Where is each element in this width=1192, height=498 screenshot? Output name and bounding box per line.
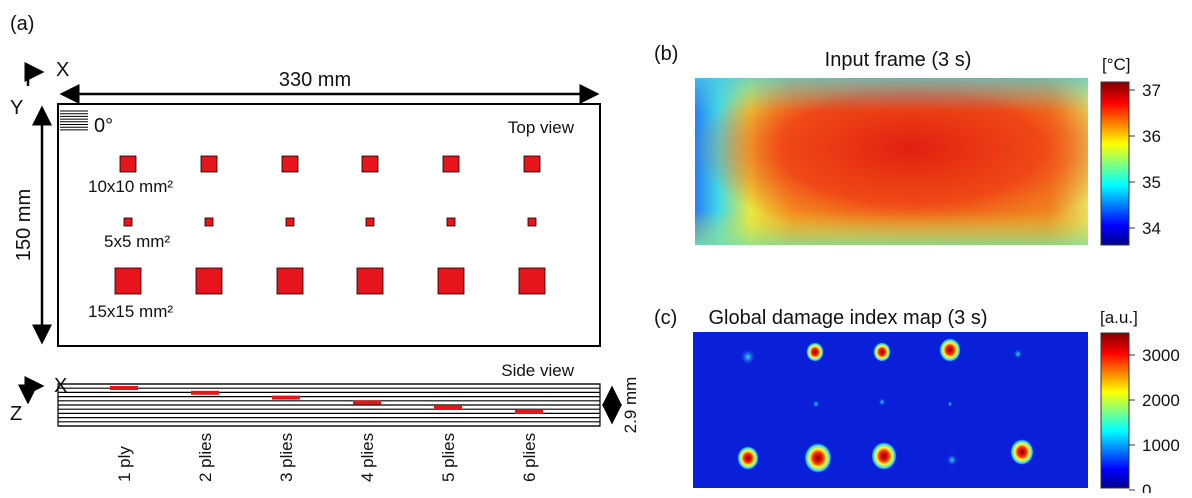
defect: [528, 218, 536, 226]
defects: [115, 156, 545, 294]
depth-label: 6 plies: [520, 433, 539, 482]
colorbar: [1101, 82, 1129, 245]
colorbar: [1101, 333, 1129, 488]
defect-side: [434, 405, 462, 409]
colorbar-tick-label: 37: [1142, 81, 1161, 100]
map-title: Input frame (3 s): [825, 49, 972, 71]
colorbar-unit: [°C]: [1102, 55, 1131, 74]
colorbar-unit: [a.u.]: [1100, 308, 1138, 327]
depth-label: 3 plies: [277, 433, 296, 482]
view-label: Top view: [508, 118, 575, 137]
fiber-hatch: [60, 111, 88, 130]
defect: [357, 268, 383, 294]
view-label: Side view: [501, 361, 574, 380]
damage-spot: [939, 338, 961, 362]
defect-size: 15x15 mm²: [88, 302, 173, 321]
panel-label: (c): [654, 307, 677, 329]
defect: [366, 218, 374, 226]
side-view-plies: [58, 384, 600, 426]
defect: [524, 156, 540, 172]
damage-spot: [871, 442, 897, 471]
defect: [286, 218, 294, 226]
damage-spot: [946, 453, 958, 466]
colorbar-tick-label: 34: [1142, 219, 1161, 238]
defect: [438, 268, 464, 294]
defect-size: 5x5 mm²: [104, 232, 170, 251]
axis-label: Y: [10, 97, 23, 119]
axis-label: X: [54, 375, 67, 397]
depth-label: 5 plies: [439, 433, 458, 482]
damage-spot: [1013, 349, 1023, 360]
defect: [519, 268, 545, 294]
defect: [362, 156, 378, 172]
defect-size: 10x10 mm²: [88, 177, 173, 196]
damage-spot: [947, 401, 953, 408]
colorbar-tick-label: 0: [1142, 481, 1151, 493]
defect-side: [515, 410, 543, 414]
depth-label: 4 plies: [358, 433, 377, 482]
defect: [115, 268, 141, 294]
damage-spot: [737, 446, 759, 470]
colorbar-tick-label: 3000: [1142, 346, 1180, 365]
defect: [277, 268, 303, 294]
thermal-image: [695, 78, 1088, 245]
panel-label: (a): [10, 13, 34, 35]
dimension-label: 2.9 mm: [621, 377, 640, 434]
defect: [282, 156, 298, 172]
defect-side: [110, 386, 138, 390]
axis-label: Z: [10, 403, 22, 425]
depth-label: 1 ply: [115, 446, 134, 482]
defect: [205, 218, 213, 226]
axis-icon: [28, 72, 42, 86]
defect: [201, 156, 217, 172]
figure: (a) X Y 330 mm 0° Top view 150 mm 10x10 …: [0, 0, 1192, 493]
damage-spot: [806, 342, 824, 362]
defect-side: [191, 391, 219, 395]
depth-label: 2 plies: [196, 433, 215, 482]
colorbar-tick-label: 36: [1142, 127, 1161, 146]
axis-label: X: [56, 59, 69, 81]
fiber-angle: 0°: [94, 115, 113, 137]
damage-spot: [812, 400, 820, 409]
defect: [196, 268, 222, 294]
colorbar-ticks: 37 36 35 34: [1129, 81, 1161, 238]
colorbar-ticks: 3000 2000 1000 0: [1129, 346, 1180, 493]
dimension-label: 330 mm: [279, 69, 351, 91]
dimension-label: 150 mm: [13, 189, 35, 261]
depth-labels: 1 ply 2 plies 3 plies 4 plies 5 plies 6 plies: [115, 433, 539, 482]
damage-spot: [873, 342, 891, 362]
map-title: Global damage index map (3 s): [708, 307, 987, 329]
defect: [443, 156, 459, 172]
damage-spot: [740, 348, 756, 366]
defect-side: [272, 396, 300, 400]
colorbar-tick-label: 2000: [1142, 391, 1180, 410]
panel-label: (b): [654, 43, 678, 65]
defect: [447, 218, 455, 226]
axis-icon: [28, 386, 42, 400]
defect-side: [353, 400, 381, 404]
colorbar-tick-label: 1000: [1142, 436, 1180, 455]
damage-spot: [804, 443, 832, 474]
defect: [120, 156, 136, 172]
colorbar-tick-label: 35: [1142, 173, 1161, 192]
defect: [124, 218, 132, 226]
damage-spot: [878, 398, 886, 407]
damage-map: [693, 332, 1088, 488]
damage-spot: [1010, 439, 1034, 465]
